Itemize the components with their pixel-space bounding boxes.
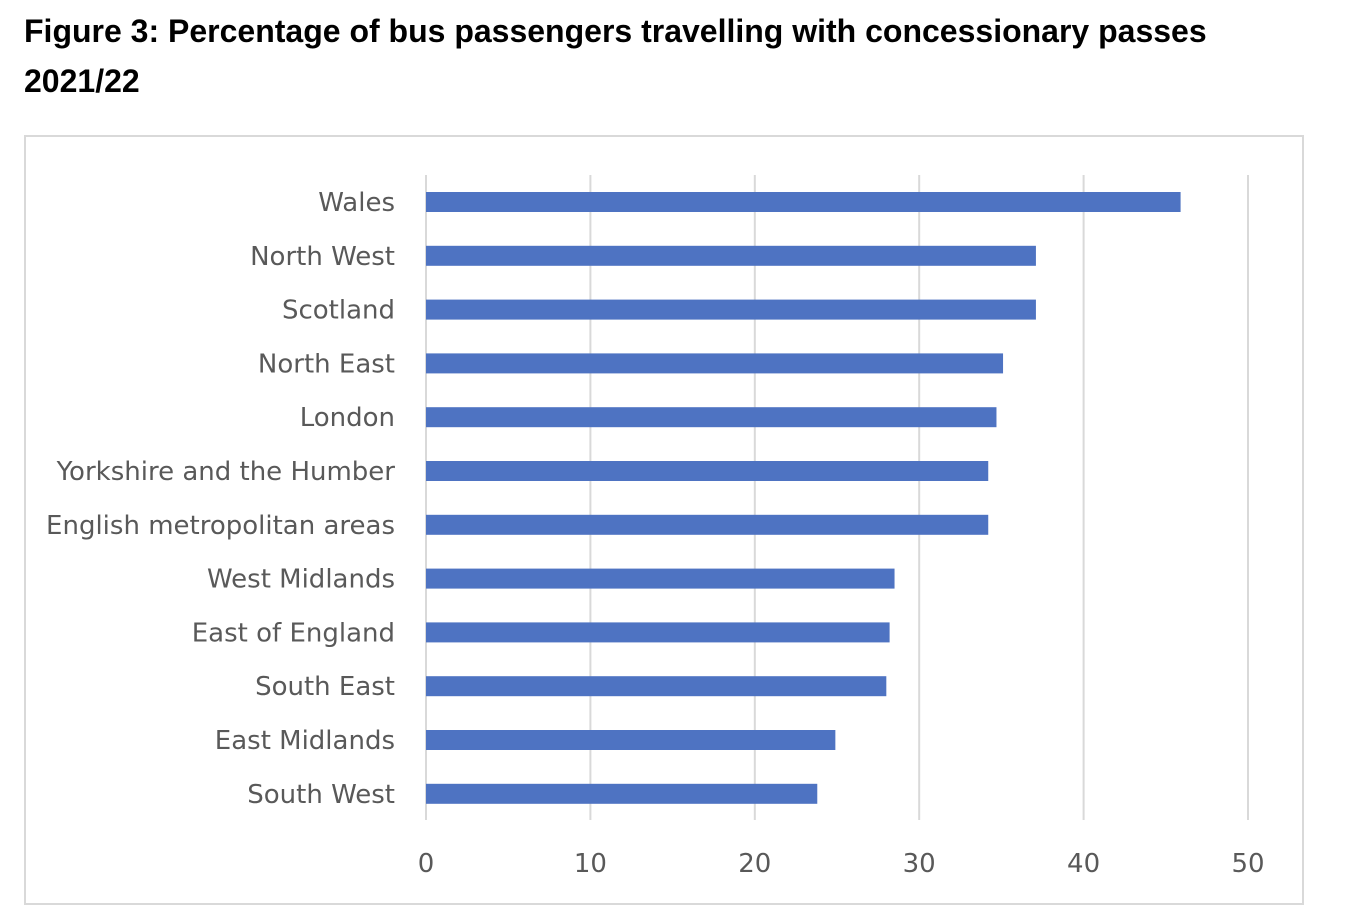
bar-south-east <box>426 676 887 697</box>
x-tick-label: 50 <box>1231 849 1264 879</box>
x-tick-label: 30 <box>903 849 936 879</box>
x-tick-label: 20 <box>738 849 771 879</box>
bar-wales <box>426 192 1181 212</box>
category-label: Yorkshire and the Humber <box>56 457 396 487</box>
bar-yorkshire-and-the-humber <box>426 461 989 481</box>
category-label: East Midlands <box>215 726 395 756</box>
gridlines <box>425 175 1249 820</box>
category-label: Wales <box>318 188 395 218</box>
category-labels: Wales North West Scotland North East London Y… <box>46 188 395 810</box>
bar-english-metropolitan-areas <box>426 514 989 535</box>
x-axis-tick-labels: 0 10 20 30 40 50 <box>418 849 1265 879</box>
category-label: North East <box>258 349 395 379</box>
category-label: London <box>300 403 395 433</box>
bar-london <box>426 407 997 428</box>
category-label: Scotland <box>282 296 395 326</box>
category-label: North West <box>250 242 395 272</box>
category-label: East of England <box>192 618 395 648</box>
figure-title: Figure 3: Percentage of bus passengers t… <box>24 13 1207 99</box>
bar-south-west <box>426 783 818 804</box>
bars <box>426 192 1181 804</box>
category-label: West Midlands <box>207 565 395 595</box>
category-label: English metropolitan areas <box>46 511 395 541</box>
category-label: South East <box>255 672 395 702</box>
x-tick-label: 10 <box>574 849 607 879</box>
x-tick-label: 40 <box>1067 849 1100 879</box>
bar-east-of-england <box>426 622 890 643</box>
bar-north-east <box>426 353 1004 374</box>
x-tick-label: 0 <box>418 849 435 879</box>
category-label: South West <box>247 780 395 810</box>
bar-scotland <box>426 299 1036 320</box>
bar-north-west <box>426 245 1036 266</box>
bar-west-midlands <box>426 568 895 589</box>
bar-east-midlands <box>426 730 836 750</box>
